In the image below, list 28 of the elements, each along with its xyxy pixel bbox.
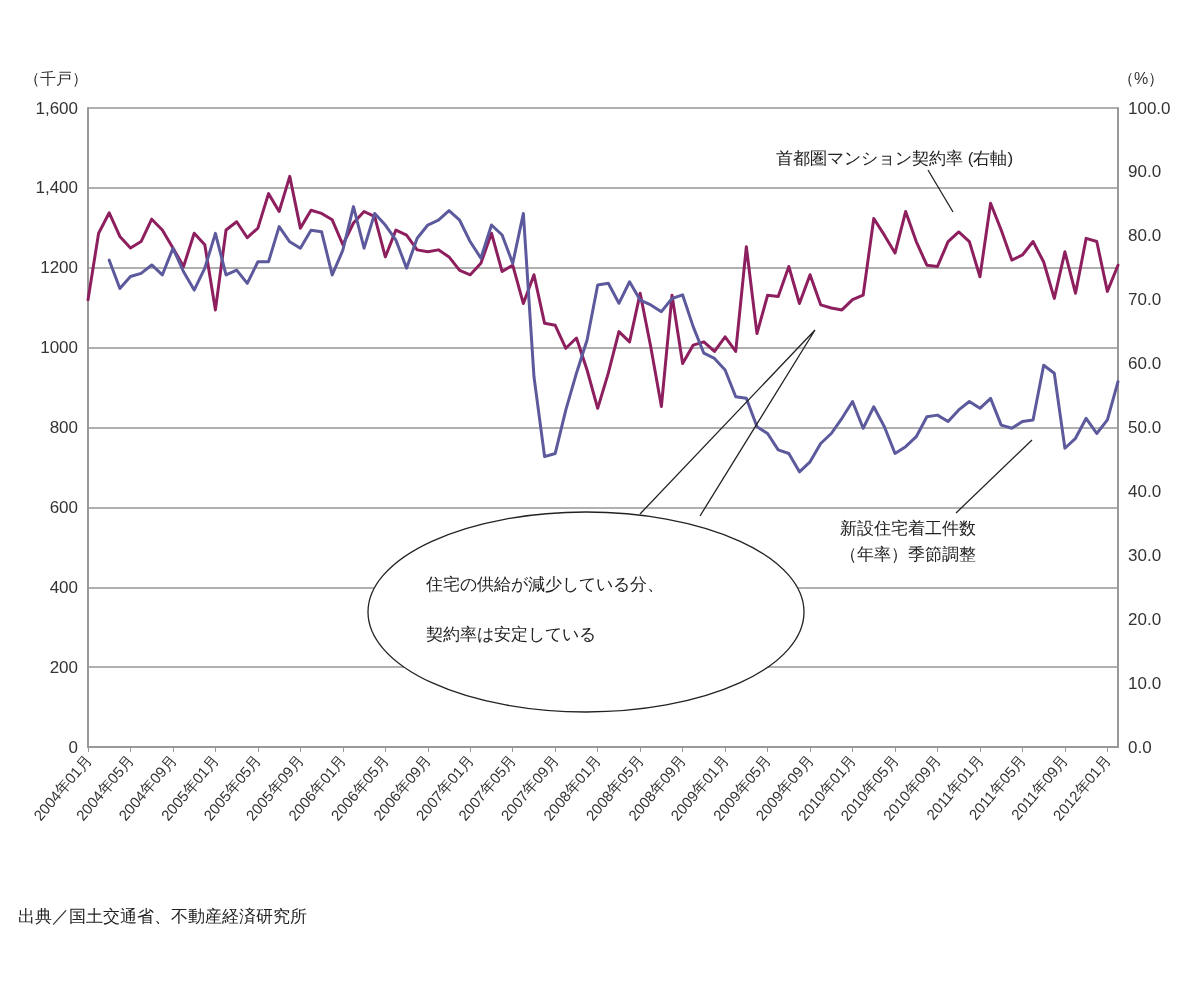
- y-tick-label: 800: [49, 418, 78, 437]
- y2-tick-label: 10.0: [1128, 673, 1162, 693]
- y2-tick-label: 30.0: [1128, 545, 1162, 565]
- y-tick-label: 1,400: [35, 178, 78, 198]
- y2-tick-label: 90.0: [1128, 162, 1162, 182]
- line-series: [86, 174, 1120, 410]
- y2-tick-label: 70.0: [1128, 290, 1162, 310]
- y-tick-label: 1000: [40, 338, 78, 358]
- y2-tick-label: 80.0: [1128, 226, 1162, 246]
- y-tick-label: 200: [49, 657, 78, 677]
- y2-axis-title: （%）: [1118, 69, 1165, 87]
- y2-tick-label: 60.0: [1128, 354, 1162, 374]
- text: 住宅の供給が減少している分、契約率は安定している: [426, 575, 664, 644]
- y-tick-label: 1,600: [35, 98, 78, 118]
- y2-tick-label: 100.0: [1128, 98, 1171, 118]
- y-tick-label: 400: [49, 577, 78, 597]
- line-series: [107, 205, 1120, 474]
- y2-tick-label: 20.0: [1128, 609, 1162, 629]
- y2-tick-label: 50.0: [1128, 418, 1162, 437]
- y-tick-label: 600: [49, 497, 78, 517]
- source-note: 出典／国土交通省、不動産経済研究所: [18, 906, 307, 928]
- y-axis-title: （千戸）: [24, 69, 88, 87]
- y-tick-label: 0: [68, 737, 78, 757]
- y-tick-label: 1200: [40, 258, 78, 278]
- text: 首都圏マンション契約率 (右軸): [776, 148, 1014, 170]
- y2-tick-label: 0.0: [1128, 737, 1152, 757]
- y2-tick-label: 40.0: [1128, 481, 1162, 501]
- text: 新設住宅着工件数（年率）季節調整: [840, 518, 977, 566]
